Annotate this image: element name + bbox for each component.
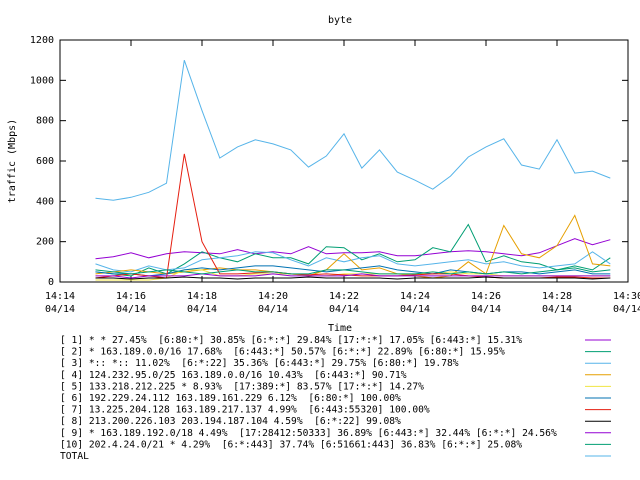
x-tick-label: 14:30 (613, 291, 640, 302)
y-tick-label: 400 (36, 196, 54, 207)
legend-label: TOTAL (60, 451, 89, 462)
x-tick-date: 04/14 (258, 304, 288, 315)
legend-label: [ 7] 13.225.204.128 163.189.217.137 4.99… (60, 405, 430, 416)
series-line (95, 265, 611, 277)
series-line (95, 214, 611, 279)
legend-label: [ 4] 124.232.95.0/25 163.189.0.0/16 10.4… (60, 370, 407, 381)
x-tick-date: 04/14 (542, 304, 572, 315)
legend-label: [ 1] * * 27.45% [6:80:*] 30.85% [6:*:*] … (60, 335, 522, 346)
x-tick-label: 14:20 (258, 291, 288, 302)
x-tick-label: 14:14 (45, 291, 75, 302)
legend-label: [ 9] * 163.189.192.0/18 4.49% [17:28412:… (60, 428, 557, 439)
y-tick-label: 1200 (30, 35, 54, 46)
series-line (95, 238, 611, 260)
x-tick-date: 04/14 (187, 304, 217, 315)
y-tick-label: 1000 (30, 75, 54, 86)
series-line (95, 251, 611, 273)
series-line (95, 267, 611, 275)
x-tick-label: 14:22 (329, 291, 359, 302)
y-tick-label: 600 (36, 156, 54, 167)
plot-frame (59, 39, 629, 283)
x-tick-label: 14:28 (542, 291, 572, 302)
legend-label: [ 6] 192.229.24.112 163.189.161.229 6.12… (60, 393, 401, 404)
x-tick-date: 04/14 (471, 304, 501, 315)
series-line (95, 60, 611, 201)
legend-label: [ 3] *:: *:: 11.02% [6:*:22] 35.36% [6:4… (60, 358, 459, 369)
x-tick-label: 14:16 (116, 291, 146, 302)
x-tick-date: 04/14 (613, 304, 640, 315)
x-tick-date: 04/14 (116, 304, 146, 315)
series-line (95, 273, 611, 279)
x-tick-label: 14:18 (187, 291, 217, 302)
y-tick-label: 0 (48, 277, 54, 288)
x-tick-label: 14:26 (471, 291, 501, 302)
legend-label: [ 2] * 163.189.0.0/16 17.68% [6:443:*] 5… (60, 347, 505, 358)
legend-label: [ 5] 133.218.212.225 * 8.93% [17:389:*] … (60, 381, 424, 392)
legend-label: [10] 202.4.24.0/21 * 4.29% [6:*:443] 37.… (60, 439, 522, 450)
chart-title: byte (328, 15, 352, 26)
x-tick-date: 04/14 (400, 304, 430, 315)
legend-label: [ 8] 213.200.226.103 203.194.187.104 4.5… (60, 416, 401, 427)
x-tick-label: 14:24 (400, 291, 430, 302)
x-tick-date: 04/14 (329, 304, 359, 315)
y-tick-label: 200 (36, 237, 54, 248)
series-line (95, 276, 611, 280)
x-tick-date: 04/14 (45, 304, 75, 315)
x-axis-label: Time (328, 323, 352, 334)
series-line (95, 223, 611, 277)
y-axis-label: traffic (Mbps) (7, 119, 18, 203)
y-tick-label: 800 (36, 116, 54, 127)
